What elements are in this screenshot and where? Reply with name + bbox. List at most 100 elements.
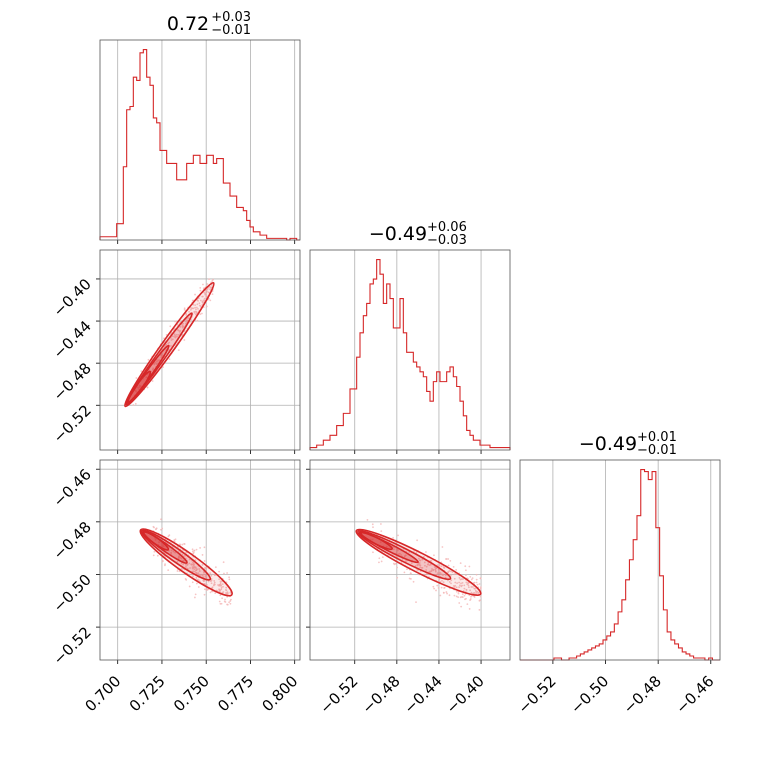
density-contour-level-3: [126, 344, 170, 404]
scatter-point: [460, 605, 463, 608]
scatter-point: [219, 580, 222, 583]
scatter-point: [193, 563, 195, 566]
scatter-point: [456, 582, 459, 585]
scatter-point: [206, 288, 209, 290]
scatter-point: [448, 570, 451, 572]
histogram-step-line: [520, 468, 720, 661]
scatter-point: [465, 574, 467, 577]
scatter-point: [134, 389, 137, 392]
scatter-point: [219, 594, 222, 597]
scatter-point: [423, 561, 426, 564]
scatter-point: [203, 579, 206, 582]
scatter-point: [442, 591, 445, 594]
scatter-point: [471, 577, 474, 579]
scatter-point: [197, 586, 200, 588]
x-tick-label: −0.44: [401, 672, 446, 717]
scatter-point: [170, 552, 173, 554]
scatter-point: [210, 582, 213, 585]
scatter-point: [452, 566, 455, 568]
scatter-point: [385, 545, 388, 548]
scatter-point: [195, 308, 197, 311]
scatter-point: [372, 551, 374, 554]
scatter-point: [195, 306, 198, 309]
scatter-point: [467, 586, 470, 589]
histogram-panel-0: 0.72 +0.03−0.01: [99, 10, 300, 244]
scatter-point: [433, 587, 436, 590]
scatter-point: [159, 528, 162, 531]
scatter-point: [209, 572, 212, 575]
scatter-point: [418, 562, 421, 564]
x-tick-label: −0.46: [672, 672, 717, 717]
scatter-point: [410, 578, 412, 580]
scatter-point: [192, 570, 195, 573]
scatter-point: [478, 583, 481, 585]
scatter-point: [181, 568, 184, 570]
scatter-point: [139, 385, 142, 387]
scatter-point: [195, 572, 198, 574]
scatter-point: [183, 559, 185, 562]
scatter-point: [470, 578, 473, 581]
scatter-point: [186, 563, 189, 566]
scatter-point: [228, 578, 231, 581]
density-contour-level-2: [357, 530, 452, 581]
y-tick-label: −0.52: [50, 401, 95, 446]
scatter-point: [478, 591, 480, 594]
scatter-point: [198, 304, 201, 307]
scatter-point: [450, 570, 452, 573]
scatter-point: [194, 313, 197, 316]
scatter-point: [202, 295, 204, 298]
scatter-point: [210, 579, 213, 582]
scatter-point: [155, 363, 158, 366]
scatter-panel-1-2: [306, 460, 510, 664]
scatter-point: [181, 326, 184, 329]
scatter-point: [219, 582, 222, 584]
scatter-point: [436, 584, 439, 587]
scatter-point: [173, 333, 176, 335]
scatter-point: [156, 360, 159, 363]
scatter-point: [190, 563, 193, 566]
scatter-point: [427, 563, 429, 566]
scatter-point: [371, 538, 374, 541]
scatter-point: [410, 562, 413, 564]
scatter-point: [378, 557, 381, 560]
scatter-point: [171, 338, 174, 341]
density-contour-level-4: [360, 531, 394, 551]
scatter-point: [392, 548, 395, 551]
scatter-point: [465, 588, 468, 591]
scatter-point: [397, 534, 399, 537]
scatter-point: [175, 333, 178, 336]
scatter-point: [431, 568, 433, 570]
scatter-point: [412, 580, 415, 583]
scatter-point: [208, 278, 210, 281]
scatter-point: [198, 302, 201, 305]
scatter-point: [474, 589, 477, 592]
scatter-point: [435, 589, 437, 592]
scatter-point: [184, 563, 187, 566]
scatter-point: [453, 594, 456, 597]
scatter-point: [475, 573, 478, 576]
scatter-point: [418, 559, 421, 562]
scatter-point: [177, 349, 180, 352]
scatter-point: [475, 591, 478, 594]
scatter-point: [211, 293, 214, 296]
scatter-point: [207, 580, 210, 583]
scatter-point: [176, 570, 179, 572]
scatter-point: [434, 568, 437, 571]
scatter-point: [425, 551, 427, 553]
scatter-point: [396, 566, 399, 569]
scatter-frame: [99, 459, 301, 661]
scatter-point: [191, 550, 194, 553]
scatter-point: [164, 563, 166, 566]
scatter-point: [425, 565, 428, 568]
scatter-point: [193, 568, 196, 571]
scatter-point: [204, 567, 206, 569]
scatter-point: [372, 526, 374, 529]
scatter-point: [478, 599, 481, 602]
scatter-point: [188, 310, 190, 313]
param-title-lower-error: −0.01: [637, 443, 677, 458]
scatter-point: [459, 562, 462, 565]
density-contour-level-2: [140, 529, 212, 581]
scatter-point: [470, 586, 473, 588]
scatter-point: [209, 299, 212, 302]
scatter-point: [132, 404, 135, 406]
